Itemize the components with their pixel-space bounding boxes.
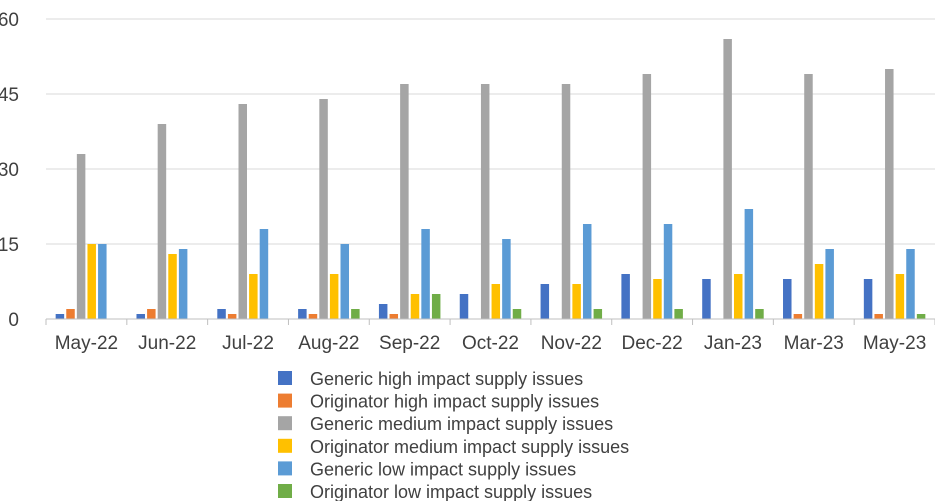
x-tick-label: Sep-22 (379, 333, 440, 354)
y-tick-label: 60 (0, 10, 19, 31)
y-tick-label: 0 (8, 310, 19, 331)
x-tick-label: Oct-22 (462, 333, 519, 354)
legend-label: Generic low impact supply issues (310, 459, 576, 479)
x-tick-label: May-22 (55, 333, 118, 354)
bar (540, 284, 550, 319)
x-tick-label: Nov-22 (541, 333, 602, 354)
bar (642, 74, 652, 319)
legend-swatch (278, 438, 292, 453)
bar (410, 294, 420, 319)
bar (783, 279, 792, 319)
bar (674, 309, 683, 319)
bar (593, 309, 603, 319)
y-tick-label: 15 (0, 235, 19, 256)
bar (804, 74, 813, 319)
legend-swatch (278, 416, 292, 431)
y-tick-label: 45 (0, 85, 19, 106)
legend: Generic high impact supply issues Origina… (278, 369, 629, 501)
bar (582, 224, 592, 319)
bar (653, 279, 662, 319)
bar (755, 309, 764, 319)
legend-label: Originator medium impact supply issues (310, 437, 629, 457)
bar (238, 104, 247, 319)
bar (663, 224, 673, 319)
bar (319, 99, 328, 319)
bar (178, 249, 188, 319)
bar (168, 254, 177, 319)
legend-swatch (278, 461, 292, 476)
bar (136, 314, 145, 319)
bar (744, 209, 754, 319)
bar (298, 309, 307, 319)
bar (378, 304, 388, 319)
bar (66, 309, 75, 319)
bar (895, 274, 905, 319)
x-tick-label: Jul-22 (222, 333, 274, 354)
bar (512, 309, 522, 319)
gridlines (46, 18, 935, 245)
bar (621, 274, 630, 319)
legend-swatch (278, 484, 292, 498)
bar (431, 294, 441, 319)
bar (389, 314, 399, 319)
bar (98, 244, 107, 319)
bar (734, 274, 743, 319)
bar (916, 314, 926, 319)
bar (793, 314, 803, 319)
bar (502, 239, 511, 319)
bar (825, 249, 834, 319)
bar (249, 274, 258, 319)
bar (227, 314, 237, 319)
bar (308, 314, 318, 319)
x-tick-label: May-23 (863, 333, 926, 354)
bar (874, 314, 883, 319)
bars (55, 39, 926, 319)
bar (351, 309, 360, 319)
y-tick-label: 30 (0, 160, 19, 181)
y-tick-labels: 0 15 30 45 60 (0, 10, 19, 331)
bar (147, 309, 156, 319)
bar (863, 279, 873, 319)
bar (329, 274, 339, 319)
bar (723, 39, 732, 319)
bar (814, 264, 824, 319)
legend-label: Originator high impact supply issues (310, 392, 599, 412)
bar (702, 279, 711, 319)
x-tick-label: Mar-23 (784, 333, 844, 354)
x-tick-label: Jan-23 (704, 333, 762, 354)
legend-swatch (278, 393, 292, 408)
x-tick-label: Jun-22 (138, 333, 196, 354)
bar (55, 314, 65, 319)
bar (421, 229, 430, 319)
bar (480, 84, 490, 319)
bar (400, 84, 409, 319)
bar (885, 69, 894, 319)
bar (87, 244, 96, 319)
bar (259, 229, 269, 319)
bar (76, 154, 86, 319)
bar (561, 84, 571, 319)
x-tick-labels: May-22 Jun-22 Jul-22 Aug-22 Sep-22 Oct-22 Nov-… (55, 333, 927, 354)
x-tick-label: Dec-22 (622, 333, 683, 354)
bar (340, 244, 350, 319)
axes (45, 318, 935, 325)
bar (157, 124, 167, 319)
bar (217, 309, 226, 319)
legend-label: Originator low impact supply issues (310, 482, 592, 501)
bar (906, 249, 915, 319)
legend-label: Generic high impact supply issues (310, 369, 583, 389)
bar (459, 294, 469, 319)
bar (572, 284, 581, 319)
legend-label: Generic medium impact supply issues (310, 414, 613, 434)
bar (491, 284, 501, 319)
legend-swatch (278, 371, 292, 385)
x-tick-label: Aug-22 (298, 333, 359, 354)
